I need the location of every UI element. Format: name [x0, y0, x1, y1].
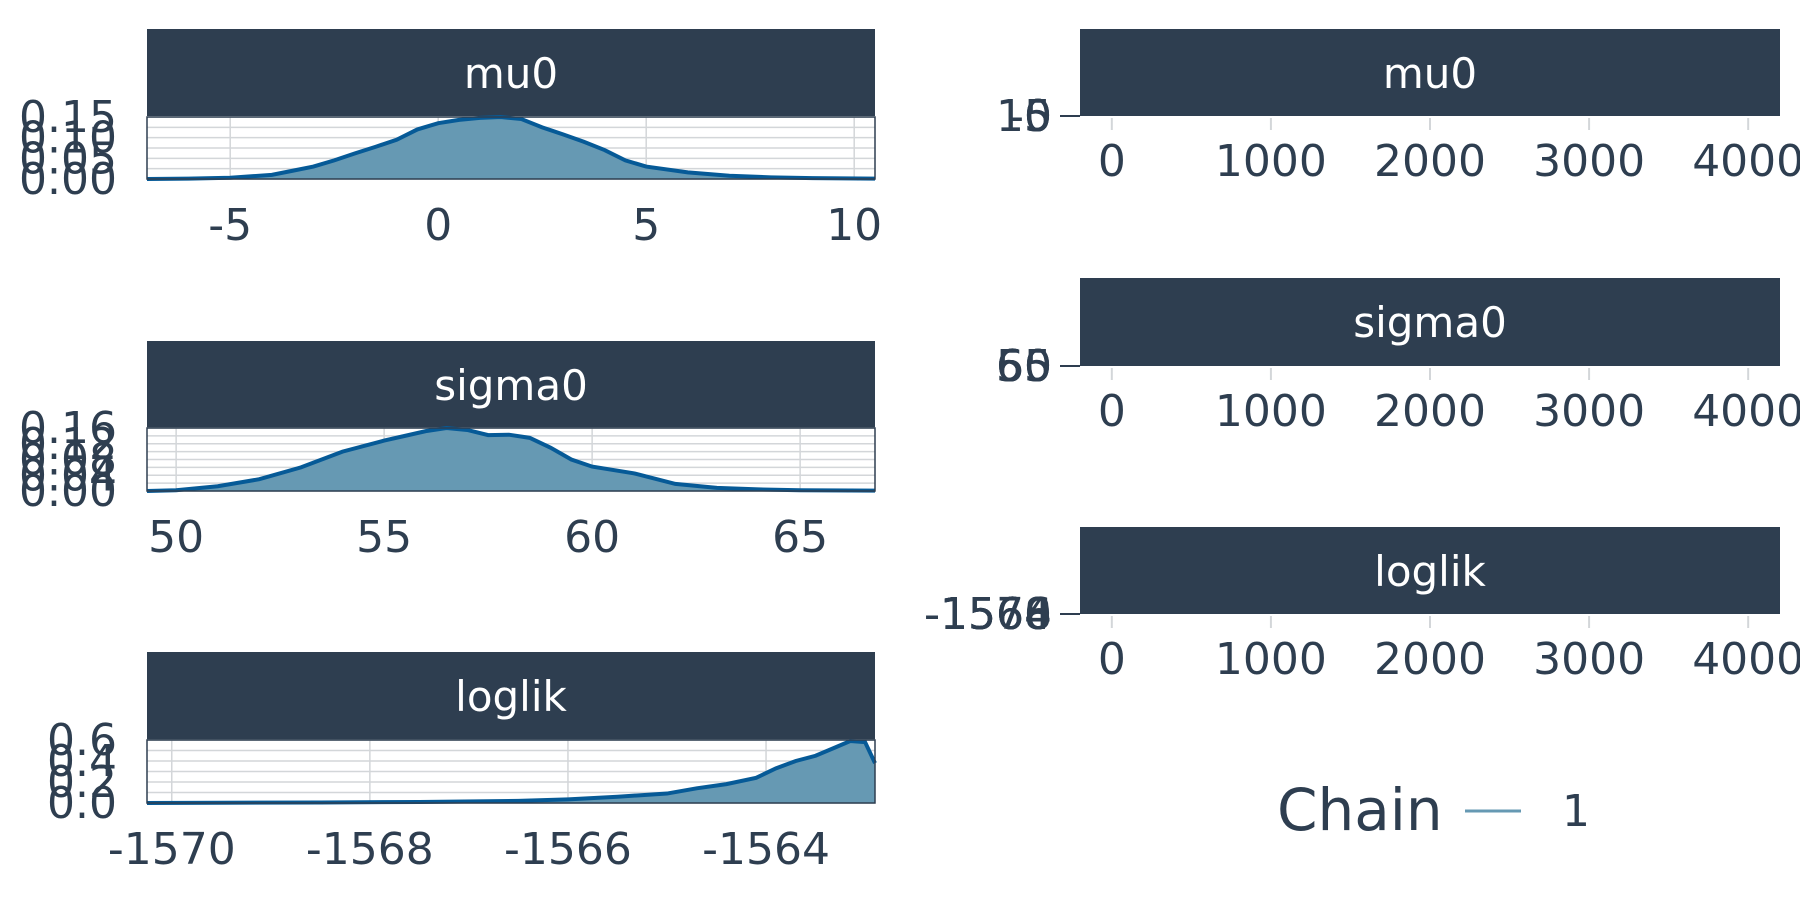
x-tick-label: -5: [208, 200, 252, 251]
y-tick-label: 65: [996, 341, 1052, 392]
y-tick-label: -5: [1008, 91, 1052, 142]
y-tick-label: -1564: [924, 589, 1052, 640]
x-tick-label: 2000: [1374, 386, 1486, 437]
x-tick-label: -1570: [108, 824, 236, 875]
y-tick-label: 0.10: [19, 113, 117, 164]
strip-density-mu0: [147, 29, 875, 116]
legend-title: Chain: [1277, 776, 1443, 844]
y-tick-label: -1570: [924, 589, 1052, 640]
x-tick-label: 1000: [1215, 634, 1327, 685]
plot-density-sigma0: 0.000.040.080.120.16 50 55 60 65: [19, 403, 876, 563]
y-tick-label: -1566: [924, 589, 1052, 640]
legend-label-chain-1: 1: [1562, 786, 1590, 837]
x-tick-label: 55: [356, 512, 412, 563]
x-tick-label: 4000: [1692, 634, 1800, 685]
strip-density-sigma0: [147, 341, 875, 428]
plot-trace-loglik: -1570-1568-1566-1564 0 1000 2000 3000 4000: [924, 589, 1800, 685]
strip-trace-sigma0: [1080, 278, 1780, 366]
density-line: [146, 114, 876, 181]
y-tick-label: 0.12: [19, 419, 117, 470]
density-area: [147, 428, 875, 491]
y-tick-label: 0.4: [47, 736, 117, 787]
strip-trace-mu0: [1080, 29, 1780, 116]
x-tick-label: 5: [632, 200, 660, 251]
y-tick-label: 0.00: [19, 466, 117, 517]
y-tick-label: 60: [996, 341, 1052, 392]
y-tick-label: 55: [996, 341, 1052, 392]
y-tick-label: 50: [996, 341, 1052, 392]
x-tick-label: 2000: [1374, 136, 1486, 187]
y-tick-label: 0.2: [47, 757, 117, 808]
x-tick-label: 65: [772, 512, 828, 563]
x-tick-label: 4000: [1692, 136, 1800, 187]
y-tick-label: 0.6: [47, 715, 117, 766]
plot-density-mu0: 0.000.050.100.15 -5 0 5 10: [19, 92, 882, 251]
x-tick-label: 0: [1098, 634, 1126, 685]
y-tick-label: 0.16: [19, 403, 117, 454]
y-tick-label: -1568: [924, 589, 1052, 640]
panel-border: [146, 116, 876, 180]
panel-border: [146, 427, 876, 492]
x-tick-label: -1564: [702, 824, 830, 875]
x-tick-label: 1000: [1215, 386, 1327, 437]
density-line: [146, 425, 876, 493]
x-tick-label: 4000: [1692, 386, 1800, 437]
x-tick-label: 60: [564, 512, 620, 563]
y-tick-label: 0.04: [19, 450, 117, 501]
x-tick-label: 3000: [1533, 386, 1645, 437]
y-tick-label: 10: [996, 91, 1052, 142]
y-tick-label: 5: [1024, 91, 1052, 142]
strip-title-density-mu0: mu0: [464, 49, 558, 98]
strip-title-trace-sigma0: sigma0: [1353, 298, 1507, 347]
x-tick-label: -1568: [306, 824, 434, 875]
strip-title-density-sigma0: sigma0: [434, 361, 588, 410]
y-tick-label: 0.08: [19, 435, 117, 486]
y-tick-label: 0.00: [19, 154, 117, 205]
panel-border: [146, 739, 876, 804]
x-tick-label: 2000: [1374, 634, 1486, 685]
strip-title-density-loglik: loglik: [455, 672, 567, 721]
x-tick-label: 0: [1098, 386, 1126, 437]
x-tick-label: 0: [424, 200, 452, 251]
panel-density-loglik: loglik 0.00.20.40.6 -1570 -1568 -1566 -1564: [47, 652, 877, 875]
y-tick-label: 0.0: [47, 778, 117, 829]
panel-trace-loglik: loglik -1570-1568-1566-1564 0 1000 2000 3000…: [924, 527, 1800, 685]
x-tick-label: 0: [1098, 136, 1126, 187]
x-tick-label: 3000: [1533, 634, 1645, 685]
x-tick-label: 3000: [1533, 136, 1645, 187]
strip-trace-loglik: [1080, 527, 1780, 614]
panel-density-mu0: mu0 0.000.050.100.15 -5 0 5 10: [19, 29, 882, 251]
x-tick-label: 1000: [1215, 136, 1327, 187]
strip-density-loglik: [147, 652, 875, 740]
x-tick-label: 10: [826, 200, 882, 251]
strip-title-trace-mu0: mu0: [1383, 49, 1477, 98]
density-line: [146, 739, 877, 805]
panel-density-sigma0: sigma0 0.000.040.080.120.16 50 55 60 65: [19, 341, 876, 563]
y-tick-label: 0.15: [19, 92, 117, 143]
x-tick-label: -1566: [504, 824, 632, 875]
density-area: [147, 741, 875, 803]
y-tick-label: 0: [1024, 91, 1052, 142]
legend: Chain 1: [1277, 776, 1590, 844]
plot-density-loglik: 0.00.20.40.6 -1570 -1568 -1566 -1564: [47, 715, 877, 875]
x-tick-label: 50: [148, 512, 204, 563]
y-tick-label: 0.05: [19, 133, 117, 184]
strip-title-trace-loglik: loglik: [1374, 547, 1486, 596]
